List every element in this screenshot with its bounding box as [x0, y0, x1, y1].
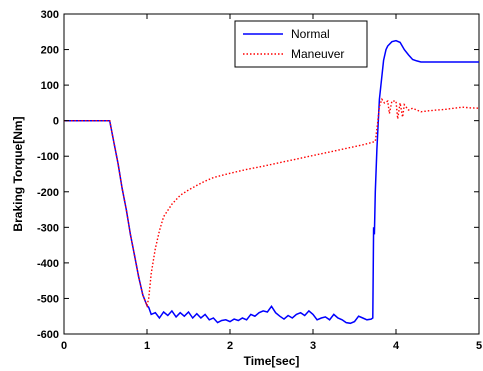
series-layer	[64, 39, 480, 325]
x-tick-label: 5	[476, 340, 482, 352]
legend-label-maneuver: Maneuver	[291, 47, 344, 61]
y-tick-label: -400	[37, 258, 59, 270]
x-tick-label: 4	[393, 340, 400, 352]
legend-box	[234, 20, 368, 68]
x-tick-label: 3	[310, 340, 316, 352]
x-axis-label: Time[sec]	[244, 354, 300, 368]
x-tick-label: 1	[144, 340, 150, 352]
y-tick-label: -600	[37, 329, 59, 341]
y-tick-label: 100	[41, 80, 59, 92]
x-tick-label: 2	[227, 340, 233, 352]
y-tick-label: 0	[53, 116, 59, 128]
y-tick-label: 300	[41, 9, 59, 21]
y-axis-label: Braking Torque[Nm]	[11, 116, 25, 231]
y-tick-label: 200	[41, 45, 59, 57]
x-tick-label: 0	[61, 340, 67, 352]
legend: Normal Maneuver	[234, 20, 368, 68]
ticks-layer: 0 1 2 3 4 5 -600 -500 -400 -300 -200 -100 0 100 200 300	[37, 9, 482, 352]
y-tick-label: -100	[37, 151, 59, 163]
y-tick-label: -200	[37, 187, 59, 199]
series-line-maneuver	[64, 97, 480, 308]
y-tick-label: -300	[37, 222, 59, 234]
legend-label-normal: Normal	[291, 27, 330, 41]
y-tick-label: -500	[37, 293, 59, 305]
